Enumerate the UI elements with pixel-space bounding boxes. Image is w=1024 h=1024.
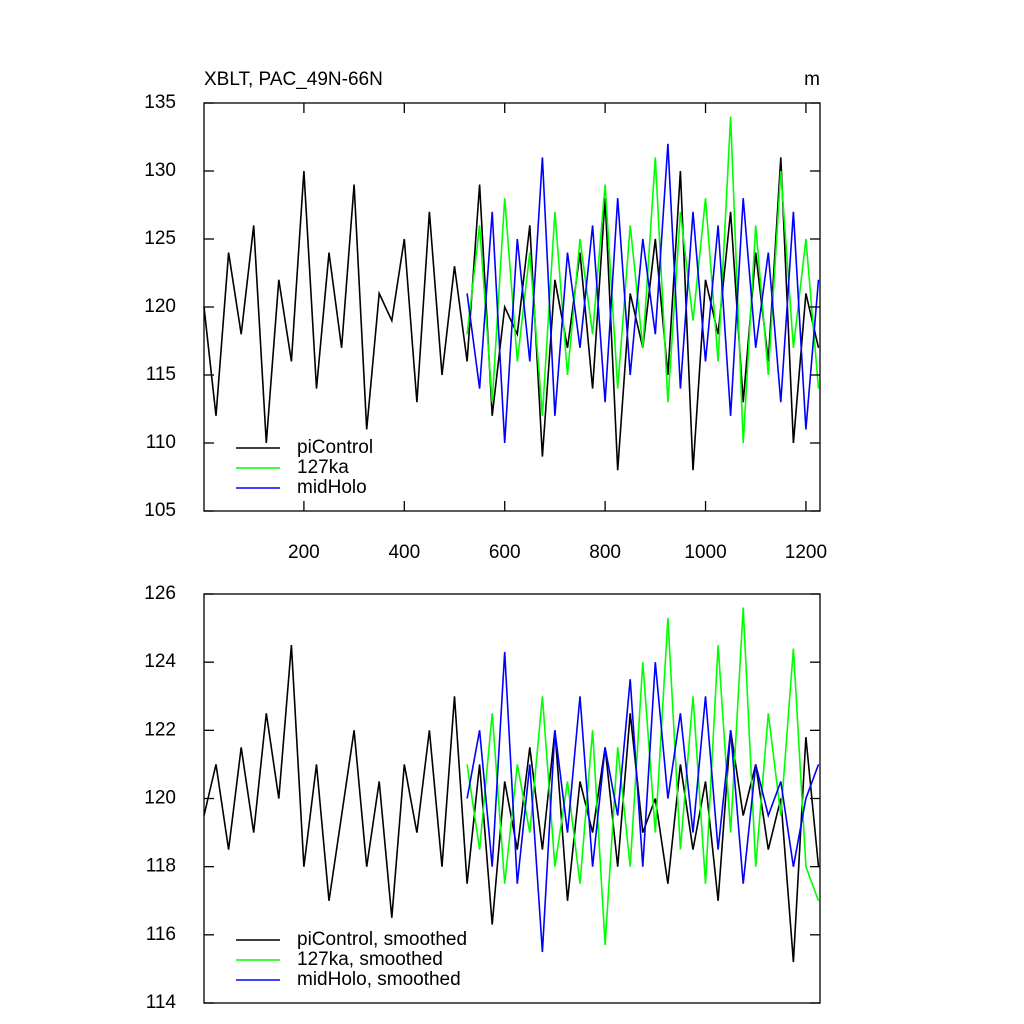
data-line: [466, 651, 820, 952]
legend-label: midHolo, smoothed: [297, 969, 461, 990]
y-tick-label: 126: [144, 583, 176, 604]
x-tick-label: 800: [589, 542, 621, 563]
y-tick-label: 118: [146, 856, 176, 877]
legend-label: midHolo: [297, 477, 367, 498]
y-tick-label: 125: [144, 228, 176, 249]
x-tick-label: 600: [489, 542, 521, 563]
legend-label: piControl, smoothed: [297, 929, 467, 950]
y-tick-label: 105: [144, 500, 176, 521]
data-line: [466, 607, 820, 946]
x-tick-label: 1000: [684, 542, 726, 563]
y-tick-label: 114: [146, 992, 177, 1013]
x-tick-label: 200: [288, 542, 320, 563]
data-line: [466, 143, 820, 444]
x-tick-label: 400: [388, 542, 420, 563]
units-label: m: [804, 69, 820, 90]
y-tick-label: 130: [144, 160, 176, 181]
data-line: [203, 645, 820, 963]
legend-label: 127ka, smoothed: [297, 949, 443, 970]
y-tick-label: 124: [144, 651, 176, 672]
y-tick-label: 120: [144, 296, 176, 317]
chart-title: XBLT, PAC_49N-66N: [204, 69, 383, 90]
y-tick-label: 122: [144, 719, 176, 740]
x-tick-label: 1200: [785, 542, 827, 563]
data-line: [466, 116, 820, 444]
legend-label: 127ka: [297, 457, 349, 478]
y-tick-label: 110: [146, 432, 176, 453]
y-tick-label: 116: [146, 924, 176, 945]
y-tick-label: 120: [144, 788, 176, 809]
y-tick-label: 135: [144, 92, 176, 113]
legend-label: piControl: [297, 437, 373, 458]
y-tick-label: 115: [146, 364, 176, 385]
